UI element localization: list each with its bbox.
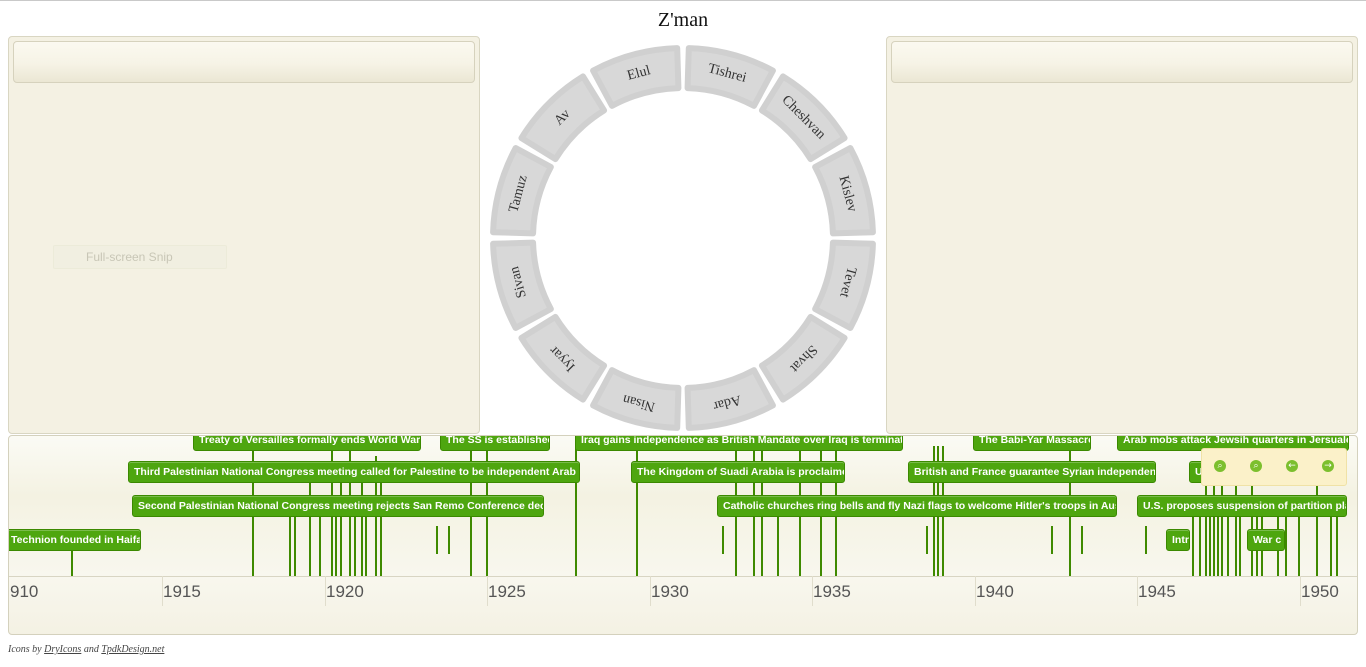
event-marker-line	[1239, 496, 1241, 576]
month-segment-adar[interactable]	[684, 367, 776, 431]
event-marker-line	[361, 476, 363, 576]
timeline-event[interactable]: British and France guarantee Syrian inde…	[908, 461, 1156, 483]
month-segment-nisan[interactable]	[590, 367, 682, 431]
event-marker-line	[319, 516, 321, 576]
full-screen-snip-overlay: Full-screen Snip	[53, 245, 227, 269]
timeline-axis	[9, 576, 1357, 577]
event-marker-line	[1192, 496, 1194, 576]
credits: Icons by DryIcons and TpdkDesign.net	[8, 644, 164, 655]
year-tick	[325, 576, 326, 606]
event-marker-line	[1081, 526, 1083, 554]
event-marker-line	[1336, 496, 1338, 576]
year-tick	[975, 576, 976, 606]
event-marker-line	[575, 446, 577, 576]
event-marker-line	[1209, 496, 1211, 576]
right-panel	[886, 36, 1358, 434]
year-label: 1915	[163, 582, 201, 601]
event-marker-line	[365, 496, 367, 576]
year-label: 1945	[1138, 582, 1176, 601]
event-marker-line	[1298, 496, 1300, 576]
timeline-event[interactable]: Catholic churches ring bells and fly Naz…	[717, 495, 1117, 517]
event-marker-line	[1213, 466, 1215, 576]
month-segment-elul[interactable]	[590, 45, 682, 109]
year-tick	[1300, 576, 1301, 606]
timeline[interactable]: 910 1915 1920 1925 1930 1935 1940 1945 1…	[8, 435, 1358, 635]
left-panel-header	[13, 41, 475, 83]
timeline-event[interactable]: U.S. proposes suspension of partition pl…	[1137, 495, 1347, 517]
zoom-out-icon[interactable]: ⌕	[1250, 460, 1262, 472]
month-segment-kislev[interactable]	[812, 145, 876, 237]
event-marker-line	[289, 496, 291, 576]
year-tick	[1137, 576, 1138, 606]
event-marker-line	[722, 526, 724, 554]
month-segment-tamuz[interactable]	[490, 145, 554, 237]
event-marker-line	[1285, 496, 1287, 576]
year-label: 1940	[976, 582, 1014, 601]
event-marker-line	[335, 496, 337, 576]
event-marker-line	[1051, 526, 1053, 554]
timeline-event[interactable]: Technion founded in Haifa	[9, 529, 141, 551]
timeline-event[interactable]: The Babi-Yar Massacre	[973, 436, 1091, 451]
year-label: 1950	[1301, 582, 1339, 601]
timeline-event[interactable]: Third Palestinian National Congress meet…	[128, 461, 580, 483]
forward-arrow-icon[interactable]: →	[1322, 460, 1334, 472]
event-marker-line	[1235, 466, 1237, 576]
event-marker-line	[71, 546, 73, 576]
event-marker-line	[926, 526, 928, 554]
event-marker-line	[1251, 466, 1253, 576]
right-panel-header	[891, 41, 1353, 83]
event-marker-line	[340, 466, 342, 576]
year-label: 1925	[488, 582, 526, 601]
event-marker-line	[294, 516, 296, 576]
month-segment-iyyar[interactable]	[518, 313, 608, 403]
event-marker-line	[436, 526, 438, 554]
credits-prefix: Icons by	[8, 644, 45, 655]
year-tick	[487, 576, 488, 606]
year-label: 1920	[326, 582, 364, 601]
page-title: Z'man	[657, 9, 709, 31]
event-marker-line	[309, 476, 311, 576]
timeline-event[interactable]: The Kingdom of Suadi Arabia is proclaime…	[631, 461, 845, 483]
timeline-controls: ⌕ ⌕ ← →	[1201, 448, 1347, 486]
tpdkdesign-link[interactable]: TpdkDesign.net	[101, 644, 165, 655]
timeline-event[interactable]: Iraq gains independence as British Manda…	[575, 436, 903, 451]
month-label: Adar	[711, 392, 742, 414]
event-marker-line	[1145, 526, 1147, 554]
event-marker-line	[1227, 496, 1229, 576]
year-label: 910	[10, 582, 39, 601]
event-marker-line	[1217, 496, 1219, 576]
month-segment-tishrei[interactable]	[684, 45, 776, 109]
year-label: 1935	[813, 582, 851, 601]
event-marker-line	[1316, 466, 1318, 576]
event-marker-line	[777, 496, 779, 576]
back-arrow-icon[interactable]: ←	[1286, 460, 1298, 472]
dryicons-link[interactable]: DryIcons	[44, 644, 82, 655]
timeline-event[interactable]: Second Palestinian National Congress mee…	[132, 495, 544, 517]
year-tick	[162, 576, 163, 606]
month-label: Elul	[626, 63, 653, 84]
timeline-event[interactable]: Treaty of Versailles formally ends World…	[193, 436, 421, 451]
month-wheel: TishreiCheshvanKislevTevetShvatAdarNisan…	[490, 45, 876, 431]
event-marker-line	[380, 476, 382, 576]
month-segment-sivan[interactable]	[490, 239, 554, 331]
event-marker-line	[1221, 466, 1223, 576]
timeline-event[interactable]: War c	[1247, 529, 1285, 551]
credits-mid: and	[81, 644, 102, 655]
timeline-event[interactable]: Intr	[1166, 529, 1190, 551]
month-segment-tevet[interactable]	[812, 239, 876, 331]
month-segment-cheshvan[interactable]	[758, 73, 848, 163]
timeline-event[interactable]: The SS is established	[440, 436, 550, 451]
event-marker-line	[636, 446, 638, 576]
year-tick	[812, 576, 813, 606]
event-marker-line	[448, 526, 450, 554]
event-marker-line	[1330, 496, 1332, 576]
event-marker-line	[354, 496, 356, 576]
zoom-in-icon[interactable]: ⌕	[1214, 460, 1226, 472]
year-label: 1930	[651, 582, 689, 601]
year-tick	[650, 576, 651, 606]
event-marker-line	[1199, 496, 1201, 576]
month-segment-av[interactable]	[518, 73, 608, 163]
left-panel: Full-screen Snip	[8, 36, 480, 434]
month-segment-shvat[interactable]	[758, 313, 848, 403]
